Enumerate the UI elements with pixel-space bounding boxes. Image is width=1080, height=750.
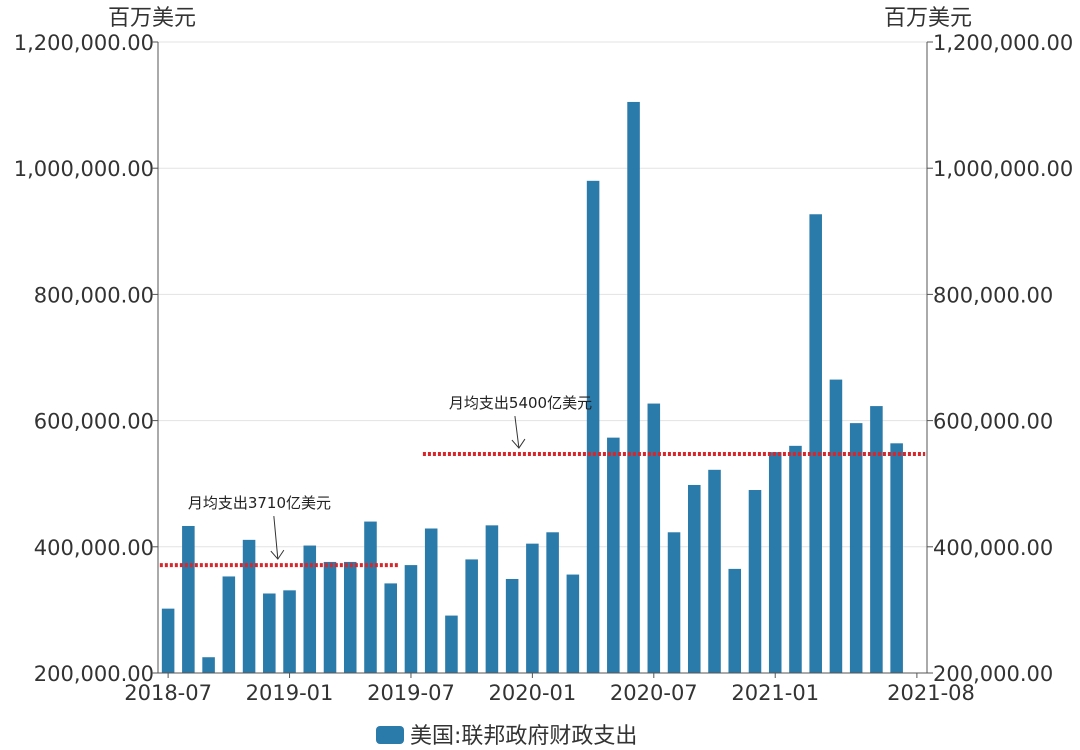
bar (789, 445, 802, 673)
bar (526, 543, 539, 673)
bar (242, 539, 256, 673)
y-tick-label-left: 1,000,000.00 (14, 157, 154, 181)
legend-swatch (376, 726, 404, 744)
axis-labels: 200,000.00 200,000.00 400,000.00 400,000.00… (14, 31, 1074, 705)
bar (303, 545, 317, 673)
reference-line-label: 月均支出3710亿美元 (188, 494, 331, 512)
x-tick-label: 2021-01 (731, 681, 819, 705)
bar (485, 525, 499, 673)
x-tick-label: 2019-01 (246, 681, 334, 705)
legend: 美国:联邦政府财政支出 (376, 724, 637, 749)
y-tick-label-left: 1,200,000.00 (14, 31, 154, 55)
y-tick-label-right: 1,200,000.00 (933, 31, 1073, 55)
y-tick-label-right: 400,000.00 (933, 536, 1053, 560)
bar (809, 214, 822, 673)
annotation-arrow-head (511, 438, 526, 449)
y-tick-label-right: 800,000.00 (933, 283, 1053, 307)
bar (708, 469, 721, 673)
bar (384, 583, 397, 673)
x-tick-label: 2020-07 (610, 681, 698, 705)
x-tick-label: 2018-07 (124, 681, 212, 705)
bar (445, 615, 458, 673)
bar (748, 490, 762, 673)
x-tick-label: 2020-01 (489, 681, 577, 705)
y-tick-label-left: 800,000.00 (34, 283, 154, 307)
bar (323, 561, 337, 673)
x-tick-label: 2021-08 (887, 681, 975, 705)
y-tick-label-right: 200,000.00 (933, 662, 1053, 686)
y-tick-label-left: 200,000.00 (34, 662, 154, 686)
bar (829, 379, 843, 673)
right-y-unit: 百万美元 (884, 6, 972, 31)
bar (222, 576, 236, 673)
x-tick-label: 2019-07 (367, 681, 455, 705)
legend-label: 美国:联邦政府财政支出 (410, 724, 637, 749)
y-tick-label-right: 600,000.00 (933, 410, 1053, 434)
bar (343, 561, 357, 673)
y-tick-label-left: 600,000.00 (34, 410, 154, 434)
annotation-arrow-shaft (273, 516, 279, 560)
reference-line-label: 月均支出5400亿美元 (449, 394, 592, 412)
axes (157, 42, 928, 674)
y-tick-label-left: 400,000.00 (34, 536, 154, 560)
bar (870, 406, 883, 673)
y-tick-label-right: 1,000,000.00 (933, 157, 1073, 181)
bar (404, 565, 418, 673)
annotation-arrow-head (270, 549, 285, 560)
bar (728, 568, 742, 673)
bar (768, 452, 782, 673)
bar (424, 528, 438, 673)
bar (607, 437, 620, 673)
bar (161, 608, 175, 673)
bar (505, 578, 519, 673)
bar (182, 525, 195, 673)
annotations: 月均支出3710亿美元 月均支出5400亿美元 (188, 394, 592, 560)
bar (283, 590, 296, 673)
bar (890, 443, 903, 673)
bar (586, 180, 600, 673)
bar (627, 101, 640, 673)
bar (647, 403, 661, 673)
bar (202, 657, 215, 673)
bar (688, 484, 701, 673)
bar (364, 521, 377, 673)
bar (566, 574, 580, 673)
bar (263, 593, 276, 673)
bar (849, 423, 863, 673)
left-y-unit: 百万美元 (108, 6, 196, 31)
reference-lines (159, 452, 926, 568)
bar (667, 532, 681, 673)
bar (546, 532, 559, 673)
annotation-arrow-shaft (514, 415, 520, 449)
bar (465, 559, 478, 673)
bars (161, 101, 903, 673)
